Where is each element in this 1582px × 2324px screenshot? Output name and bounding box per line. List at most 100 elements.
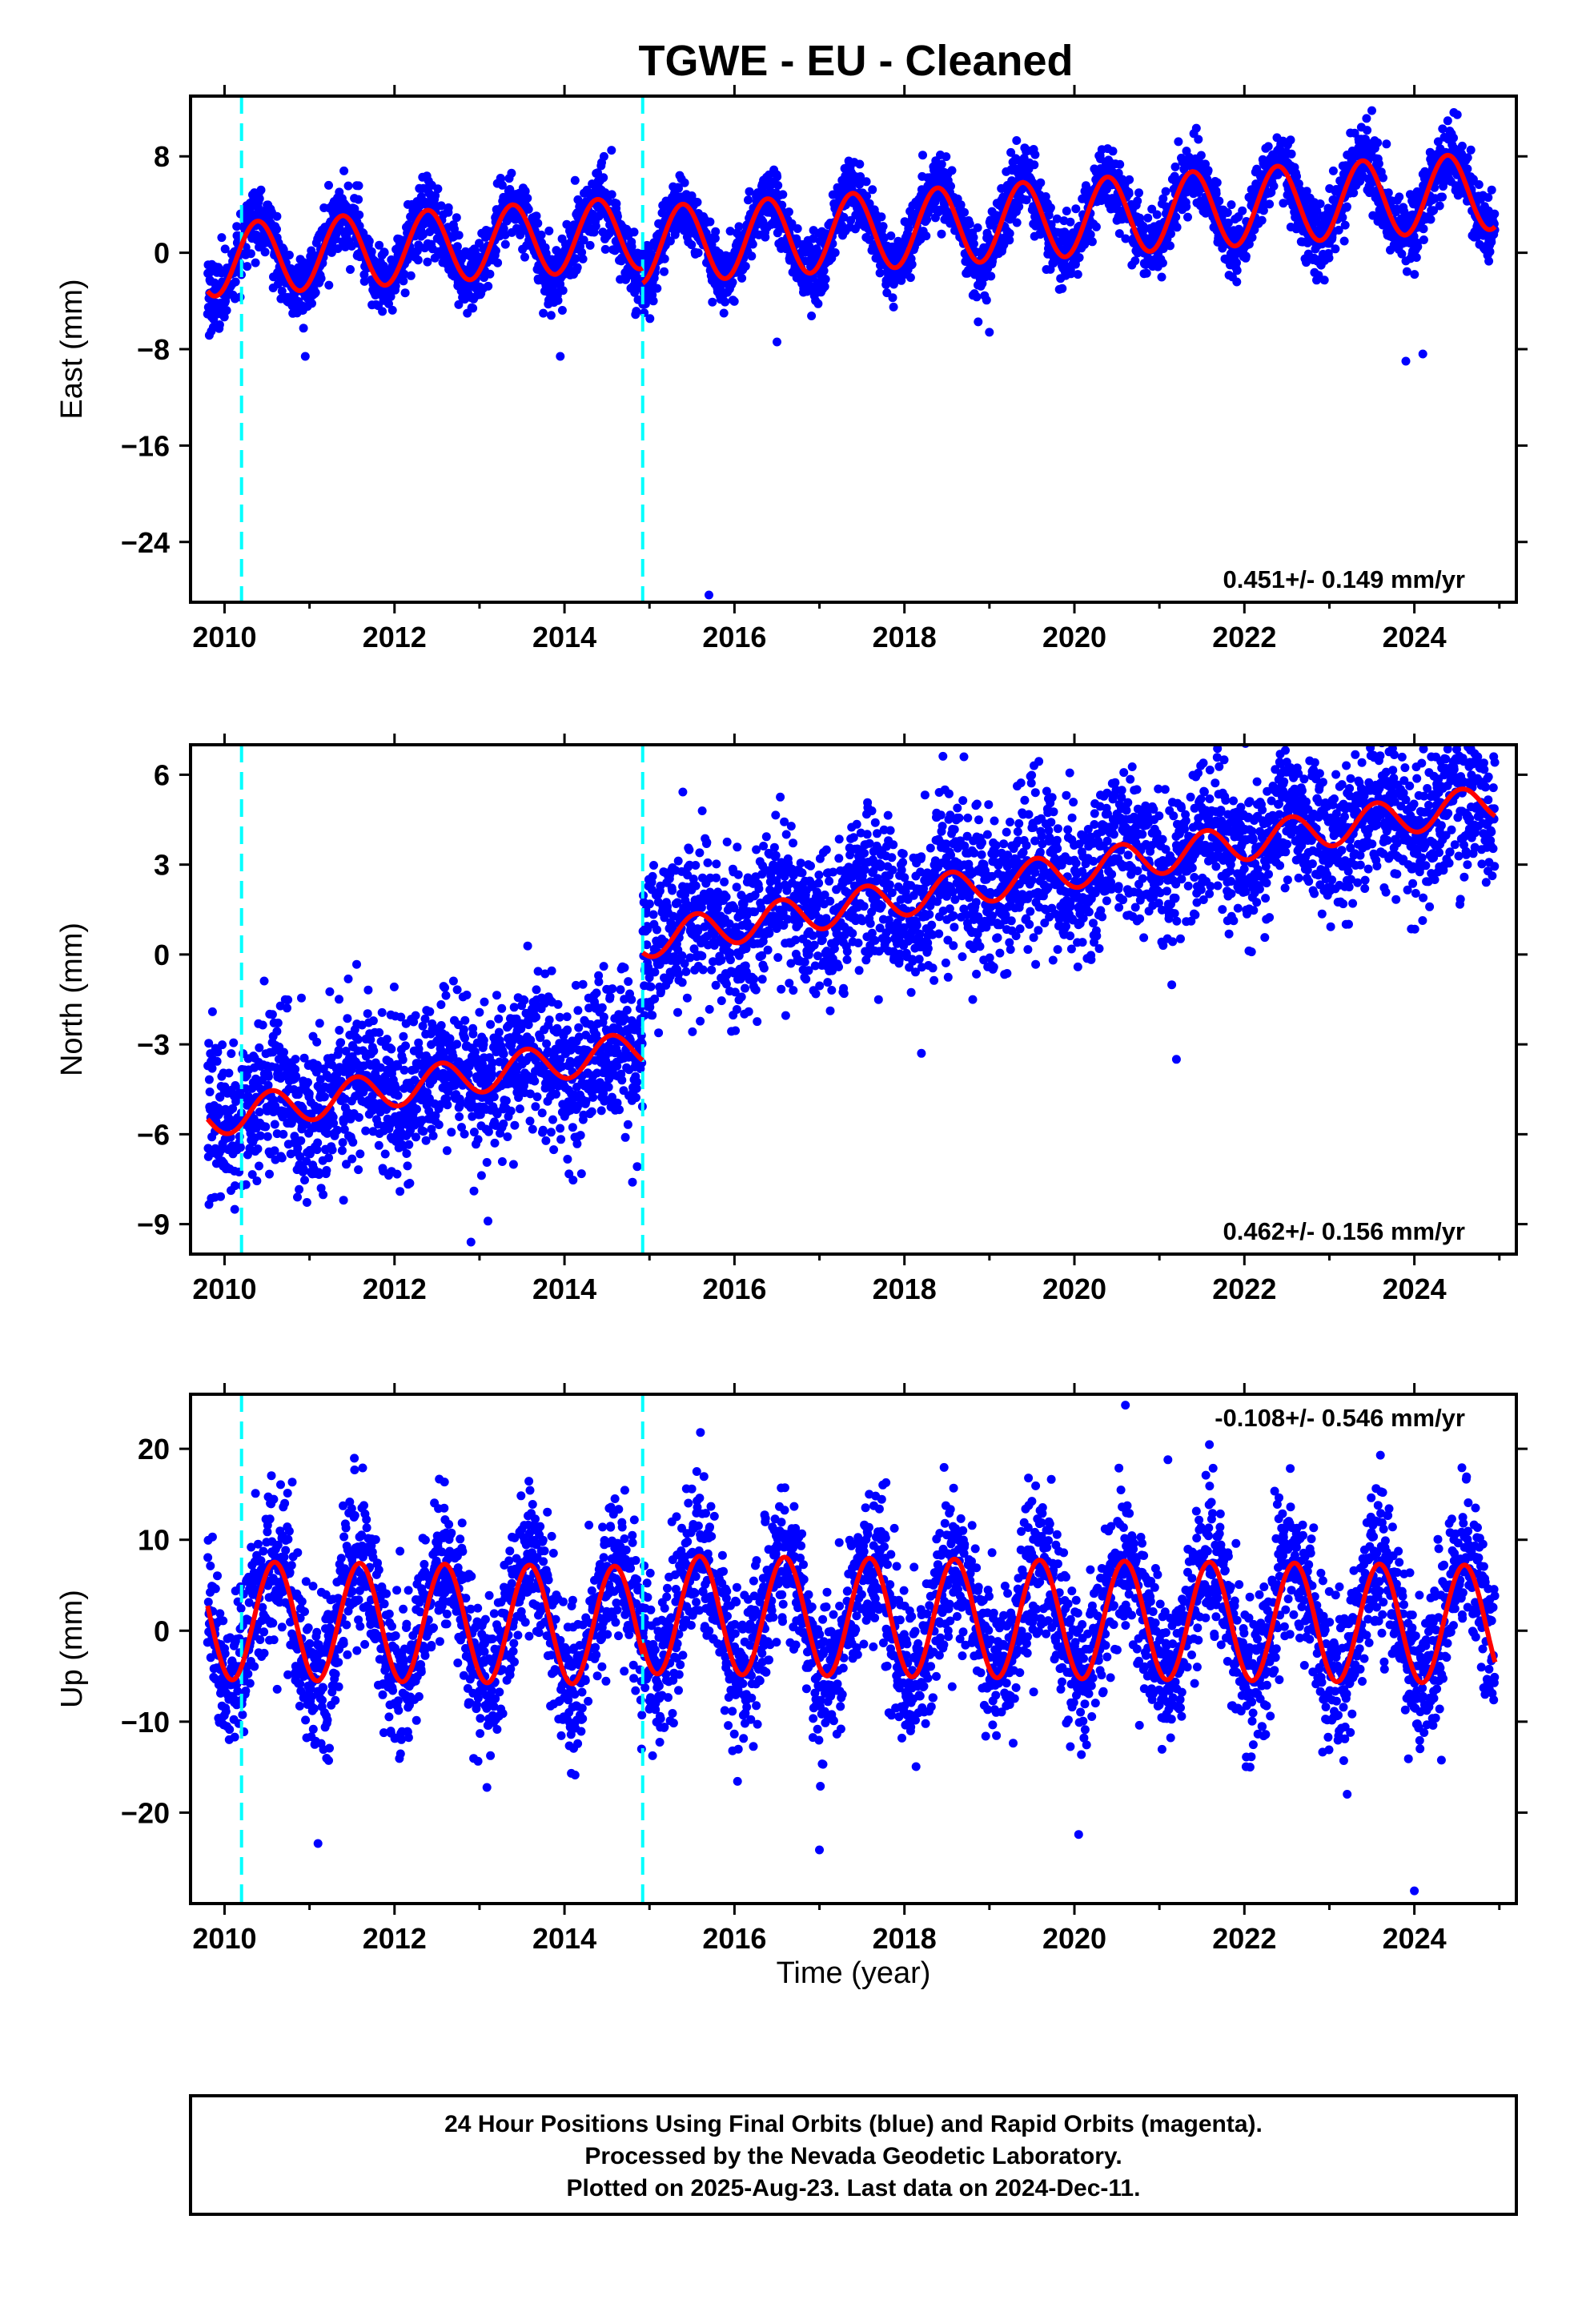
data-point (1183, 212, 1192, 222)
data-point (1265, 199, 1275, 209)
data-point (1312, 206, 1322, 215)
data-point (1487, 185, 1496, 195)
data-point (265, 1169, 274, 1179)
data-point (1457, 141, 1467, 151)
data-point (215, 320, 224, 329)
data-point (431, 191, 440, 200)
data-point (1171, 212, 1181, 222)
data-point (455, 1112, 464, 1121)
data-point (674, 183, 683, 193)
data-point (452, 213, 461, 223)
data-point (1328, 166, 1338, 175)
data-point (1223, 208, 1232, 217)
data-point (1433, 137, 1443, 147)
data-point (423, 257, 432, 267)
data-point (1484, 256, 1494, 266)
data-point (721, 297, 730, 307)
data-point (1158, 194, 1168, 203)
data-point (886, 231, 896, 240)
data-point (1244, 239, 1254, 249)
data-point (247, 1170, 257, 1180)
data-point (505, 185, 515, 194)
data-point (1227, 200, 1236, 210)
data-point (1241, 251, 1251, 261)
data-point (665, 236, 675, 246)
data-point (855, 159, 865, 169)
data-point (485, 269, 495, 279)
data-point (1257, 215, 1267, 225)
data-point (338, 1138, 347, 1148)
data-point (558, 286, 568, 296)
data-point (255, 1108, 264, 1117)
data-point (1279, 199, 1288, 208)
data-point (230, 1204, 239, 1214)
data-point (807, 312, 817, 320)
x-tick-label: 2012 (363, 621, 427, 653)
data-point (539, 308, 548, 318)
data-point (1324, 253, 1334, 263)
data-point (447, 1128, 456, 1137)
data-point (222, 306, 231, 316)
data-point (399, 1031, 408, 1041)
data-point (334, 1046, 343, 1055)
data-point (375, 1027, 384, 1037)
data-point (272, 224, 281, 234)
data-point (268, 1047, 278, 1057)
data-point (1046, 203, 1055, 212)
data-point (593, 168, 602, 178)
data-point (778, 190, 788, 199)
data-point (1138, 221, 1148, 231)
data-point (729, 296, 739, 306)
data-point (332, 1125, 342, 1135)
data-point (1331, 244, 1340, 254)
data-point (279, 245, 288, 255)
data-point (645, 314, 655, 324)
data-point (1182, 202, 1191, 211)
y-tick-label: −24 (121, 526, 170, 559)
data-point (773, 228, 782, 238)
data-point (283, 995, 293, 1004)
data-point (315, 1019, 324, 1028)
data-point (1269, 181, 1279, 191)
data-point (1152, 210, 1162, 219)
data-point (396, 1187, 405, 1196)
data-point (1091, 222, 1101, 231)
data-point (380, 1149, 390, 1159)
data-point (572, 263, 582, 272)
data-point (1108, 147, 1118, 156)
data-point (1115, 159, 1125, 169)
data-point (710, 234, 720, 243)
data-point (1005, 229, 1014, 238)
data-point (532, 211, 541, 221)
data-point (607, 190, 616, 199)
data-point (1121, 234, 1130, 243)
data-point (274, 1065, 283, 1075)
data-point (457, 1123, 466, 1132)
data-point (293, 1144, 303, 1153)
data-point (907, 259, 917, 269)
data-point (711, 227, 721, 236)
outlier-point (1418, 349, 1427, 359)
data-point (352, 959, 361, 969)
data-point (377, 1007, 387, 1017)
data-point (258, 1020, 267, 1030)
data-point (207, 1063, 217, 1073)
data-point (748, 239, 757, 249)
data-point (745, 187, 754, 196)
data-point (734, 222, 744, 231)
data-point (579, 235, 588, 245)
data-point (217, 233, 227, 243)
data-point (1133, 196, 1142, 206)
x-tick-label: 2010 (192, 621, 256, 653)
data-point (443, 1100, 452, 1110)
data-point (862, 191, 871, 201)
data-point (728, 278, 737, 287)
data-point (921, 231, 931, 241)
data-point (877, 212, 886, 222)
data-point (428, 1131, 438, 1140)
data-point (291, 1072, 301, 1081)
data-point (302, 1156, 311, 1166)
data-point (441, 991, 451, 1000)
data-point (744, 195, 753, 205)
data-point (299, 324, 308, 333)
